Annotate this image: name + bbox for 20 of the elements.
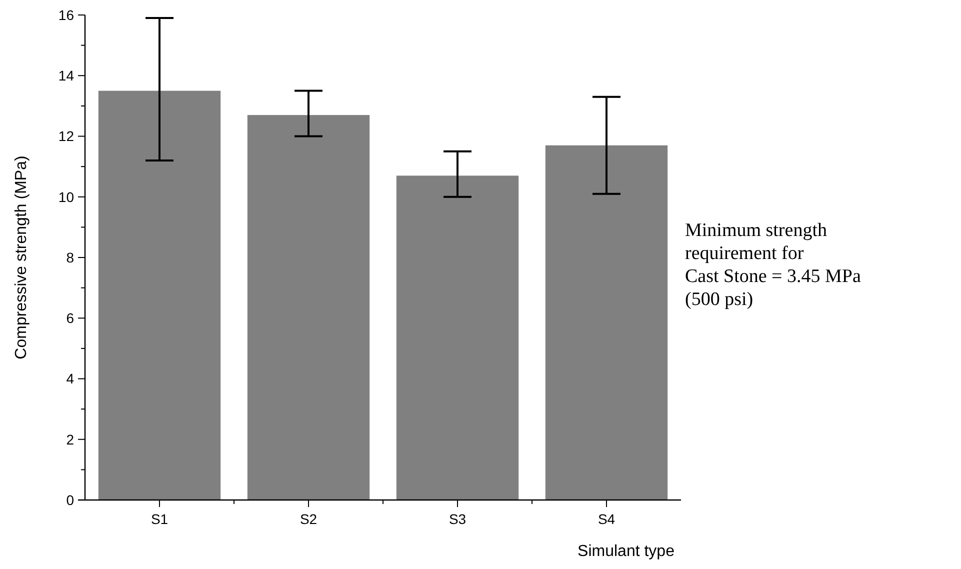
x-axis-title: Simulant type <box>578 543 675 560</box>
bar <box>396 176 519 500</box>
y-tick-label: 0 <box>66 492 74 508</box>
y-tick-label: 14 <box>58 68 74 84</box>
bar <box>247 115 370 500</box>
y-axis-title: Compressive strength (MPa) <box>13 156 30 360</box>
y-tick-label: 6 <box>66 310 74 326</box>
y-tick-label: 12 <box>58 128 74 144</box>
bar <box>98 90 221 500</box>
x-tick-label: S2 <box>300 511 318 527</box>
y-tick-label: 2 <box>66 431 74 448</box>
text: Minimum strength requirement for Cast Stone = 3.45 MPa (500 psi) <box>685 220 862 310</box>
y-tick-label: 8 <box>66 249 74 266</box>
x-tick-label: S1 <box>150 511 168 527</box>
y-tick-label: 16 <box>58 6 74 23</box>
x-tick-label: S4 <box>598 511 616 527</box>
bar <box>545 145 668 500</box>
y-tick-label: 4 <box>66 370 74 387</box>
x-tick-label: S3 <box>448 511 466 527</box>
y-tick-label: 10 <box>58 188 74 205</box>
